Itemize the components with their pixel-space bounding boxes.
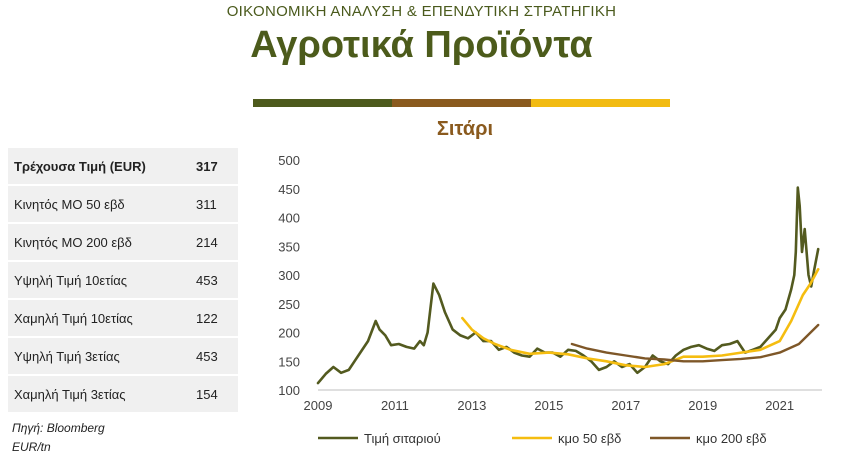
stats-row-ma200: Κινητός ΜΟ 200 εβδ 214 — [8, 224, 238, 260]
y-tick-label: 100 — [278, 383, 300, 398]
stats-value: 214 — [184, 224, 238, 260]
y-tick-label: 150 — [278, 354, 300, 369]
y-tick-label: 500 — [278, 153, 300, 168]
x-tick-label: 2021 — [765, 398, 794, 413]
source-note: Πηγή: Bloomberg EUR/tn — [12, 419, 105, 457]
stats-value: 154 — [184, 376, 238, 412]
y-tick-label: 300 — [278, 268, 300, 283]
stats-value: 317 — [184, 148, 238, 184]
wheat-price-chart: 100 150 200 250 300 350 400 450 500 2009 2011 2013 2… — [278, 153, 822, 446]
color-band-olive — [253, 99, 392, 107]
color-band-brown — [392, 99, 531, 107]
stats-label: Κινητός ΜΟ 200 εβδ — [8, 224, 184, 260]
x-tick-label: 2015 — [534, 398, 563, 413]
stats-table: Τρέχουσα Τιμή (EUR) 317 Κινητός ΜΟ 50 εβ… — [8, 146, 238, 414]
stats-value: 122 — [184, 300, 238, 336]
series-line-2 — [570, 323, 820, 363]
page-title: Αγροτικά Προϊόντα — [250, 24, 593, 66]
legend: Τιμή σιταριού κμο 50 εβδ κμο 200 εβδ — [318, 431, 767, 446]
y-tick-label: 450 — [278, 182, 300, 197]
stats-row-high-3y: Υψηλή Τιμή 3ετίας 453 — [8, 338, 238, 374]
y-tick-label: 400 — [278, 211, 300, 226]
legend-label: κμο 200 εβδ — [696, 431, 767, 446]
stats-label: Χαμηλή Τιμή 10ετίας — [8, 300, 184, 336]
chart-title: Σιτάρι — [436, 118, 494, 140]
x-tick-label: 2017 — [611, 398, 640, 413]
stats-value: 453 — [184, 262, 238, 298]
stats-label: Υψηλή Τιμή 10ετίας — [8, 262, 184, 298]
y-tick-label: 250 — [278, 297, 300, 312]
stats-row-high-10y: Υψηλή Τιμή 10ετίας 453 — [8, 262, 238, 298]
series-line-1 — [461, 268, 820, 369]
stats-value: 311 — [184, 186, 238, 222]
axes: 100 150 200 250 300 350 400 450 500 2009 2011 2013 2… — [278, 153, 822, 413]
stats-row-current-price: Τρέχουσα Τιμή (EUR) 317 — [8, 148, 238, 184]
x-tick-label: 2019 — [688, 398, 717, 413]
stats-value: 453 — [184, 338, 238, 374]
legend-label: Τιμή σιταριού — [364, 431, 441, 446]
x-tick-label: 2009 — [304, 398, 333, 413]
legend-label: κμο 50 εβδ — [558, 431, 621, 446]
series-line-0 — [316, 186, 820, 385]
source-line: Πηγή: Bloomberg — [12, 421, 105, 435]
y-tick-label: 200 — [278, 326, 300, 341]
x-tick-label: 2013 — [457, 398, 486, 413]
stats-row-low-3y: Χαμηλή Τιμή 3ετίας 154 — [8, 376, 238, 412]
stats-label: Κινητός ΜΟ 50 εβδ — [8, 186, 184, 222]
color-band-gold — [531, 99, 670, 107]
series-lines — [316, 186, 820, 385]
x-tick-label: 2011 — [381, 398, 409, 413]
stats-label: Τρέχουσα Τιμή (EUR) — [8, 148, 184, 184]
unit-line: EUR/tn — [12, 440, 51, 454]
y-tick-label: 350 — [278, 239, 300, 254]
stats-label: Χαμηλή Τιμή 3ετίας — [8, 376, 184, 412]
stats-row-low-10y: Χαμηλή Τιμή 10ετίας 122 — [8, 300, 238, 336]
stats-label: Υψηλή Τιμή 3ετίας — [8, 338, 184, 374]
stats-row-ma50: Κινητός ΜΟ 50 εβδ 311 — [8, 186, 238, 222]
report-supertitle: ΟΙΚΟΝΟΜΙΚΗ ΑΝΑΛΥΣΗ & ΕΠΕΝΔΥΤΙΚΗ ΣΤΡΑΤΗΓΙ… — [226, 3, 617, 20]
